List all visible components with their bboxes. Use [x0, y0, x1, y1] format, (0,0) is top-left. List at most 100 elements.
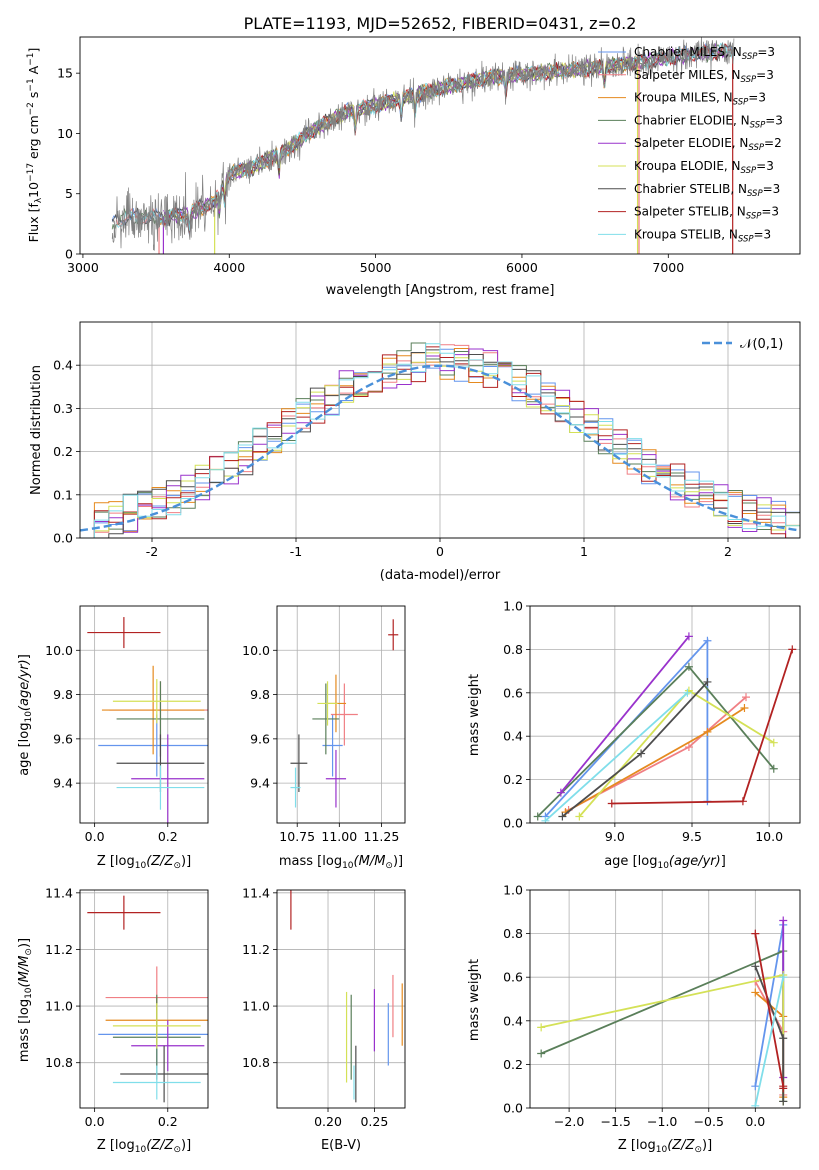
y-tick-label: 0.0: [503, 816, 523, 831]
weight-marker: [703, 727, 712, 736]
y-tick-label: 0.0: [53, 531, 73, 546]
errorbar-point: [388, 619, 399, 651]
y-tick-label: 11.0: [242, 999, 270, 1014]
x-tick-label: 7000: [652, 260, 684, 275]
legend-entry: Salpeter ELODIE, NSSP=2: [634, 136, 782, 153]
plot-area: [87, 895, 208, 1103]
weight-line: [754, 965, 785, 1102]
y-tick-label: 0: [65, 247, 73, 262]
y-axis-label: age [log10(age/yr)]: [17, 654, 34, 776]
observed-spectrum: [111, 37, 735, 251]
weight-marker: [556, 788, 565, 797]
y-tick-label: 9.8: [250, 687, 270, 702]
legend-entry: Chabrier MILES, NSSP=3: [634, 45, 775, 62]
x-tick-label: 9.0: [605, 829, 625, 844]
y-tick-label: 11.4: [242, 885, 270, 900]
plot-area: [537, 916, 788, 1108]
axes-frame: [276, 889, 406, 1109]
weight-marker: [751, 1082, 760, 1091]
panel-spectrum: 3000 4000 5000 6000 7000 0 5 10 15 wavelength [An…: [26, 36, 801, 298]
weight-marker: [703, 677, 712, 686]
x-tick-label: −1.0: [647, 1114, 677, 1129]
weight-marker: [607, 799, 616, 808]
normal-curve: [80, 364, 800, 532]
weight-series: [533, 662, 778, 821]
weight-marker: [788, 645, 797, 654]
y-tick-label: 0.4: [503, 1013, 523, 1028]
x-tick-label: 0.0: [85, 1114, 105, 1129]
x-tick-label: 10.75: [279, 829, 315, 844]
weight-marker: [541, 816, 550, 823]
y-axis-label: mass [log10(M/M⊙)]: [17, 938, 34, 1062]
axes-frame: [79, 605, 209, 824]
model-spectrum: [116, 47, 724, 232]
x-tick-label: 0.25: [360, 1114, 388, 1129]
weight-marker: [751, 1101, 760, 1108]
figure-title: PLATE=1193, MJD=52652, FIBERID=0431, z=0…: [244, 14, 637, 33]
weight-marker: [742, 693, 750, 702]
y-axis-label: Normed distribution: [29, 365, 44, 495]
x-tick-label: 0.0: [745, 1114, 765, 1129]
legend-entry: Salpeter MILES, NSSP=3: [634, 68, 774, 85]
y-tick-label: 9.4: [250, 776, 270, 791]
x-axis-label: wavelength [Angstrom, rest frame]: [326, 283, 555, 298]
weight-marker: [533, 812, 542, 821]
errorbar-point: [317, 681, 338, 726]
weight-line: [537, 665, 775, 818]
x-tick-label: 6000: [506, 260, 538, 275]
y-tick-label: 9.6: [250, 731, 270, 746]
y-tick-label: 0.4: [503, 729, 523, 744]
errorbar-point: [112, 1065, 201, 1100]
errorbar-point: [325, 749, 347, 808]
x-tick-label: 5000: [360, 260, 392, 275]
x-tick-label: 11.25: [364, 829, 400, 844]
weight-marker: [558, 812, 567, 821]
y-axis-label: Flux [fλ10−17 erg cm−2 s−1 A−1]: [26, 48, 44, 243]
y-tick-label: 9.8: [53, 687, 73, 702]
errorbar-point: [120, 1045, 208, 1103]
weight-series: [751, 962, 788, 1106]
x-tick-label: 11.00: [321, 829, 357, 844]
panel-mass-vs-Z: 0.0 0.2 10.8 11.0 11.2 11.4 Z [log10(Z/Z⊙)] mas…: [17, 885, 209, 1155]
plot-area: [290, 890, 403, 1103]
weight-line: [568, 696, 747, 811]
x-tick-label: -1: [290, 544, 302, 559]
weight-series: [561, 703, 749, 817]
weight-marker: [537, 1023, 546, 1032]
y-tick-label: 11.4: [45, 885, 73, 900]
weight-series: [751, 973, 788, 1108]
y-tick-label: 0.2: [53, 444, 73, 459]
errorbar-point: [116, 765, 205, 810]
y-tick-label: 0.2: [503, 772, 523, 787]
gridlines: [530, 889, 800, 1109]
weight-marker: [751, 929, 760, 938]
weight-marker: [683, 688, 692, 697]
errorbar-point: [112, 679, 201, 724]
x-tick-label: 2: [724, 544, 732, 559]
weight-series: [556, 632, 693, 797]
x-tick-label: 0: [436, 544, 444, 559]
plot-area: [290, 619, 399, 808]
legend-entry: Chabrier ELODIE, NSSP=3: [634, 113, 783, 130]
x-tick-label: 1: [580, 544, 588, 559]
weight-marker: [740, 703, 749, 712]
weight-marker: [751, 988, 760, 997]
y-tick-label: 0.0: [503, 1101, 523, 1116]
errorbar-point: [312, 683, 340, 755]
weight-marker: [575, 812, 584, 821]
y-tick-label: 10: [57, 126, 73, 141]
weight-line: [544, 692, 689, 822]
x-tick-label: 0.2: [158, 1114, 178, 1129]
errorbar-point: [101, 665, 205, 755]
weight-marker: [779, 1084, 788, 1093]
y-tick-label: 10.8: [242, 1055, 270, 1070]
weight-marker: [684, 632, 693, 641]
x-axis-label: mass [log10(M/M⊙)]: [279, 854, 403, 871]
weight-marker: [738, 797, 747, 806]
errorbar-point: [290, 767, 301, 808]
model-spectrum: [158, 55, 639, 226]
x-tick-label: −2.0: [554, 1114, 584, 1129]
weight-marker: [779, 973, 788, 982]
errorbar-point: [290, 734, 308, 792]
